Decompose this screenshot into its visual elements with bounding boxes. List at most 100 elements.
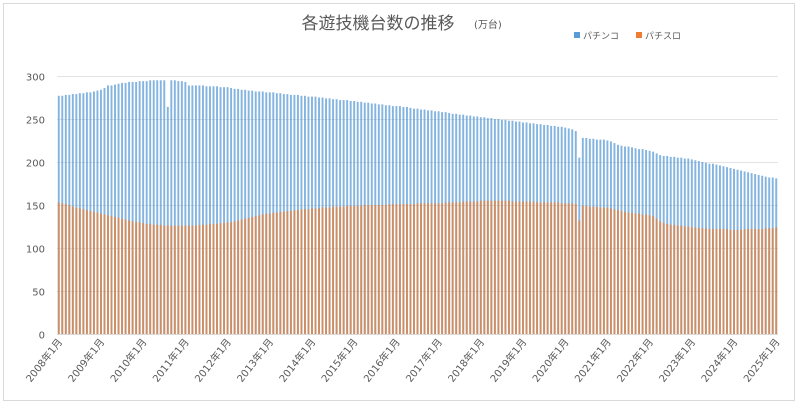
bar [416, 203, 419, 334]
bar [205, 86, 208, 334]
bar [420, 203, 422, 334]
x-tick-label: 2013年1月 [234, 336, 276, 385]
bar [201, 224, 204, 334]
bar [349, 205, 352, 334]
x-tick-label: 2011年1月 [150, 336, 192, 385]
bar [265, 92, 268, 334]
bar [764, 228, 767, 334]
bar [223, 87, 226, 335]
bar [497, 200, 500, 334]
bar [233, 221, 236, 334]
bar [156, 80, 159, 334]
bar [539, 202, 542, 334]
y-tick-label: 300 [26, 73, 45, 84]
bar [103, 88, 106, 334]
bar [761, 229, 764, 334]
x-tick-label: 2014年1月 [276, 336, 318, 385]
bar [458, 202, 461, 334]
bar [676, 225, 679, 334]
bar [230, 88, 233, 334]
bar [719, 229, 721, 334]
bar [740, 229, 743, 334]
gridlines [57, 76, 778, 292]
bar [163, 80, 166, 334]
bar [251, 217, 254, 334]
bar [61, 203, 64, 334]
bar [75, 207, 78, 334]
bar [486, 200, 489, 334]
bar [437, 203, 440, 334]
x-tick-label: 2010年1月 [107, 336, 149, 385]
bar [293, 210, 296, 334]
bar [479, 200, 482, 334]
bar [100, 213, 102, 334]
bar [444, 202, 447, 334]
bar [131, 221, 134, 334]
bar [244, 218, 247, 334]
bar [251, 90, 254, 335]
bar [135, 222, 138, 334]
bar [300, 209, 303, 334]
bar [511, 201, 514, 334]
bar [346, 205, 349, 334]
bar [237, 88, 240, 335]
bar [332, 206, 335, 334]
bar [775, 227, 778, 334]
bar [258, 91, 261, 334]
bar [268, 92, 271, 334]
x-tick-label: 2021年1月 [572, 336, 614, 385]
x-tick-label: 2012年1月 [192, 336, 234, 385]
bar [177, 81, 180, 334]
bar [370, 205, 373, 334]
bar [602, 207, 605, 334]
bar [121, 82, 124, 334]
bar [363, 205, 366, 334]
bar [184, 82, 187, 335]
bar [180, 81, 183, 334]
bar [515, 201, 517, 334]
bar [729, 229, 732, 334]
bar [131, 82, 134, 335]
bar [166, 106, 169, 335]
bar [114, 84, 116, 334]
bar [321, 207, 324, 334]
bar [233, 88, 236, 335]
bar [275, 212, 278, 334]
bar [736, 229, 739, 334]
bar [100, 89, 102, 334]
bar [645, 214, 648, 334]
bar [258, 215, 261, 334]
bar [240, 219, 243, 334]
bar [184, 225, 187, 334]
bar [145, 223, 148, 334]
bar [398, 204, 401, 334]
x-tick-label: 2024年1月 [698, 336, 740, 385]
bar [142, 223, 145, 334]
bar [282, 211, 285, 334]
x-tick-label: 2019年1月 [487, 336, 529, 385]
bar [666, 223, 669, 334]
bar [110, 216, 113, 334]
chart-frame [3, 3, 795, 401]
bar [187, 85, 190, 335]
bar [205, 224, 208, 334]
bar [149, 80, 152, 334]
bar [166, 225, 169, 334]
bar [747, 229, 750, 334]
bar [669, 224, 672, 334]
bar [216, 86, 218, 334]
bar [638, 213, 641, 334]
bar [173, 80, 176, 334]
bar [194, 85, 197, 335]
bar [110, 85, 113, 335]
bar [687, 226, 690, 334]
bar [715, 229, 718, 334]
bar [117, 83, 120, 335]
bar [159, 224, 162, 334]
y-tick-label: 50 [32, 288, 45, 299]
bar [595, 206, 598, 334]
bar [504, 200, 507, 334]
bar [159, 80, 162, 334]
bar [170, 225, 173, 334]
